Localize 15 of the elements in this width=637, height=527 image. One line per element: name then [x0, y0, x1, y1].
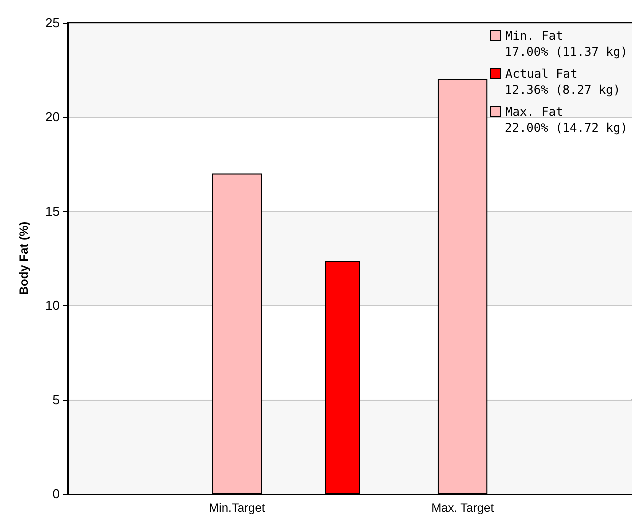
y-tick-label: 10: [46, 298, 60, 314]
y-tick-label: 25: [46, 16, 60, 30]
annotation: 12.36% (8.27 kg): [505, 83, 621, 97]
y-tick-label: 0: [52, 486, 60, 502]
y-tick-label: 15: [46, 204, 60, 219]
legend-label: Actual Fat: [506, 67, 578, 81]
legend-label: Min. Fat: [506, 29, 564, 43]
legend-label: Max. Fat: [506, 105, 564, 119]
y-tick-label: 20: [46, 110, 60, 125]
x-tick-label: Min.Target: [209, 501, 266, 515]
x-tick-label: Max. Target: [432, 501, 495, 515]
annotation: 22.00% (14.72 kg): [505, 121, 628, 135]
y-axis-title: Body Fat (%): [17, 222, 31, 296]
y-tick-label: 5: [52, 392, 60, 408]
annotation: 17.00% (11.37 kg): [505, 45, 628, 59]
